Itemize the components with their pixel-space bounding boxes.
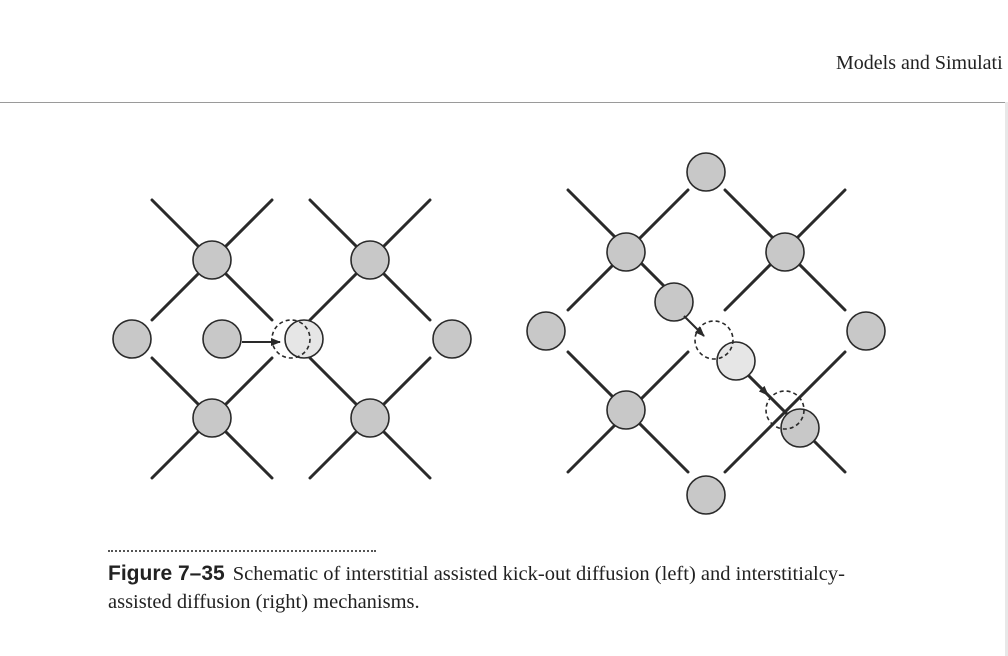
lattice-atom: [606, 232, 646, 272]
header-rule: [0, 102, 1008, 103]
lattice-atom: [112, 319, 152, 359]
interstitialcy-lattice-atoms: [526, 152, 886, 515]
kicked-out-atom: [284, 319, 324, 359]
vacated-site-outline: [271, 319, 311, 359]
interstitialcy-lattice: [526, 152, 886, 515]
lattice-atom: [350, 240, 390, 280]
displaced-atom-moving: [716, 341, 756, 381]
interstitialcy-arrow: [683, 315, 705, 337]
vacated-site-outline: [765, 390, 805, 430]
displaced-atom: [780, 408, 820, 448]
lattice-atom: [526, 311, 566, 351]
lattice-atom: [606, 390, 646, 430]
lattice-atom: [846, 311, 886, 351]
lattice-atom: [192, 398, 232, 438]
lattice-atom: [765, 232, 805, 272]
lattice-atom: [350, 398, 390, 438]
caption-line-2: assisted diffusion (right) mechanisms.: [108, 591, 420, 613]
lattice-atom: [432, 319, 472, 359]
interstitial-atom: [202, 319, 242, 359]
lattice-atom: [686, 475, 726, 515]
lattice-atom: [686, 152, 726, 192]
vacated-site-outline: [694, 320, 734, 360]
kick-out-lattice-atoms: [112, 240, 472, 438]
running-head: Models and Simulati: [836, 52, 1003, 74]
caption-dotted-rule: [108, 550, 376, 552]
page-edge: [1005, 102, 1008, 656]
figure-label: Figure 7–35: [108, 562, 225, 585]
lattice-atom: [192, 240, 232, 280]
interstitial-atom: [654, 282, 694, 322]
kick-out-lattice: [112, 198, 472, 480]
figure-caption: Figure 7–35 Schematic of interstitial ass…: [108, 560, 908, 616]
caption-line-1: Schematic of interstitial assisted kick-…: [232, 563, 845, 585]
interstitialcy-arrow: [747, 374, 769, 396]
